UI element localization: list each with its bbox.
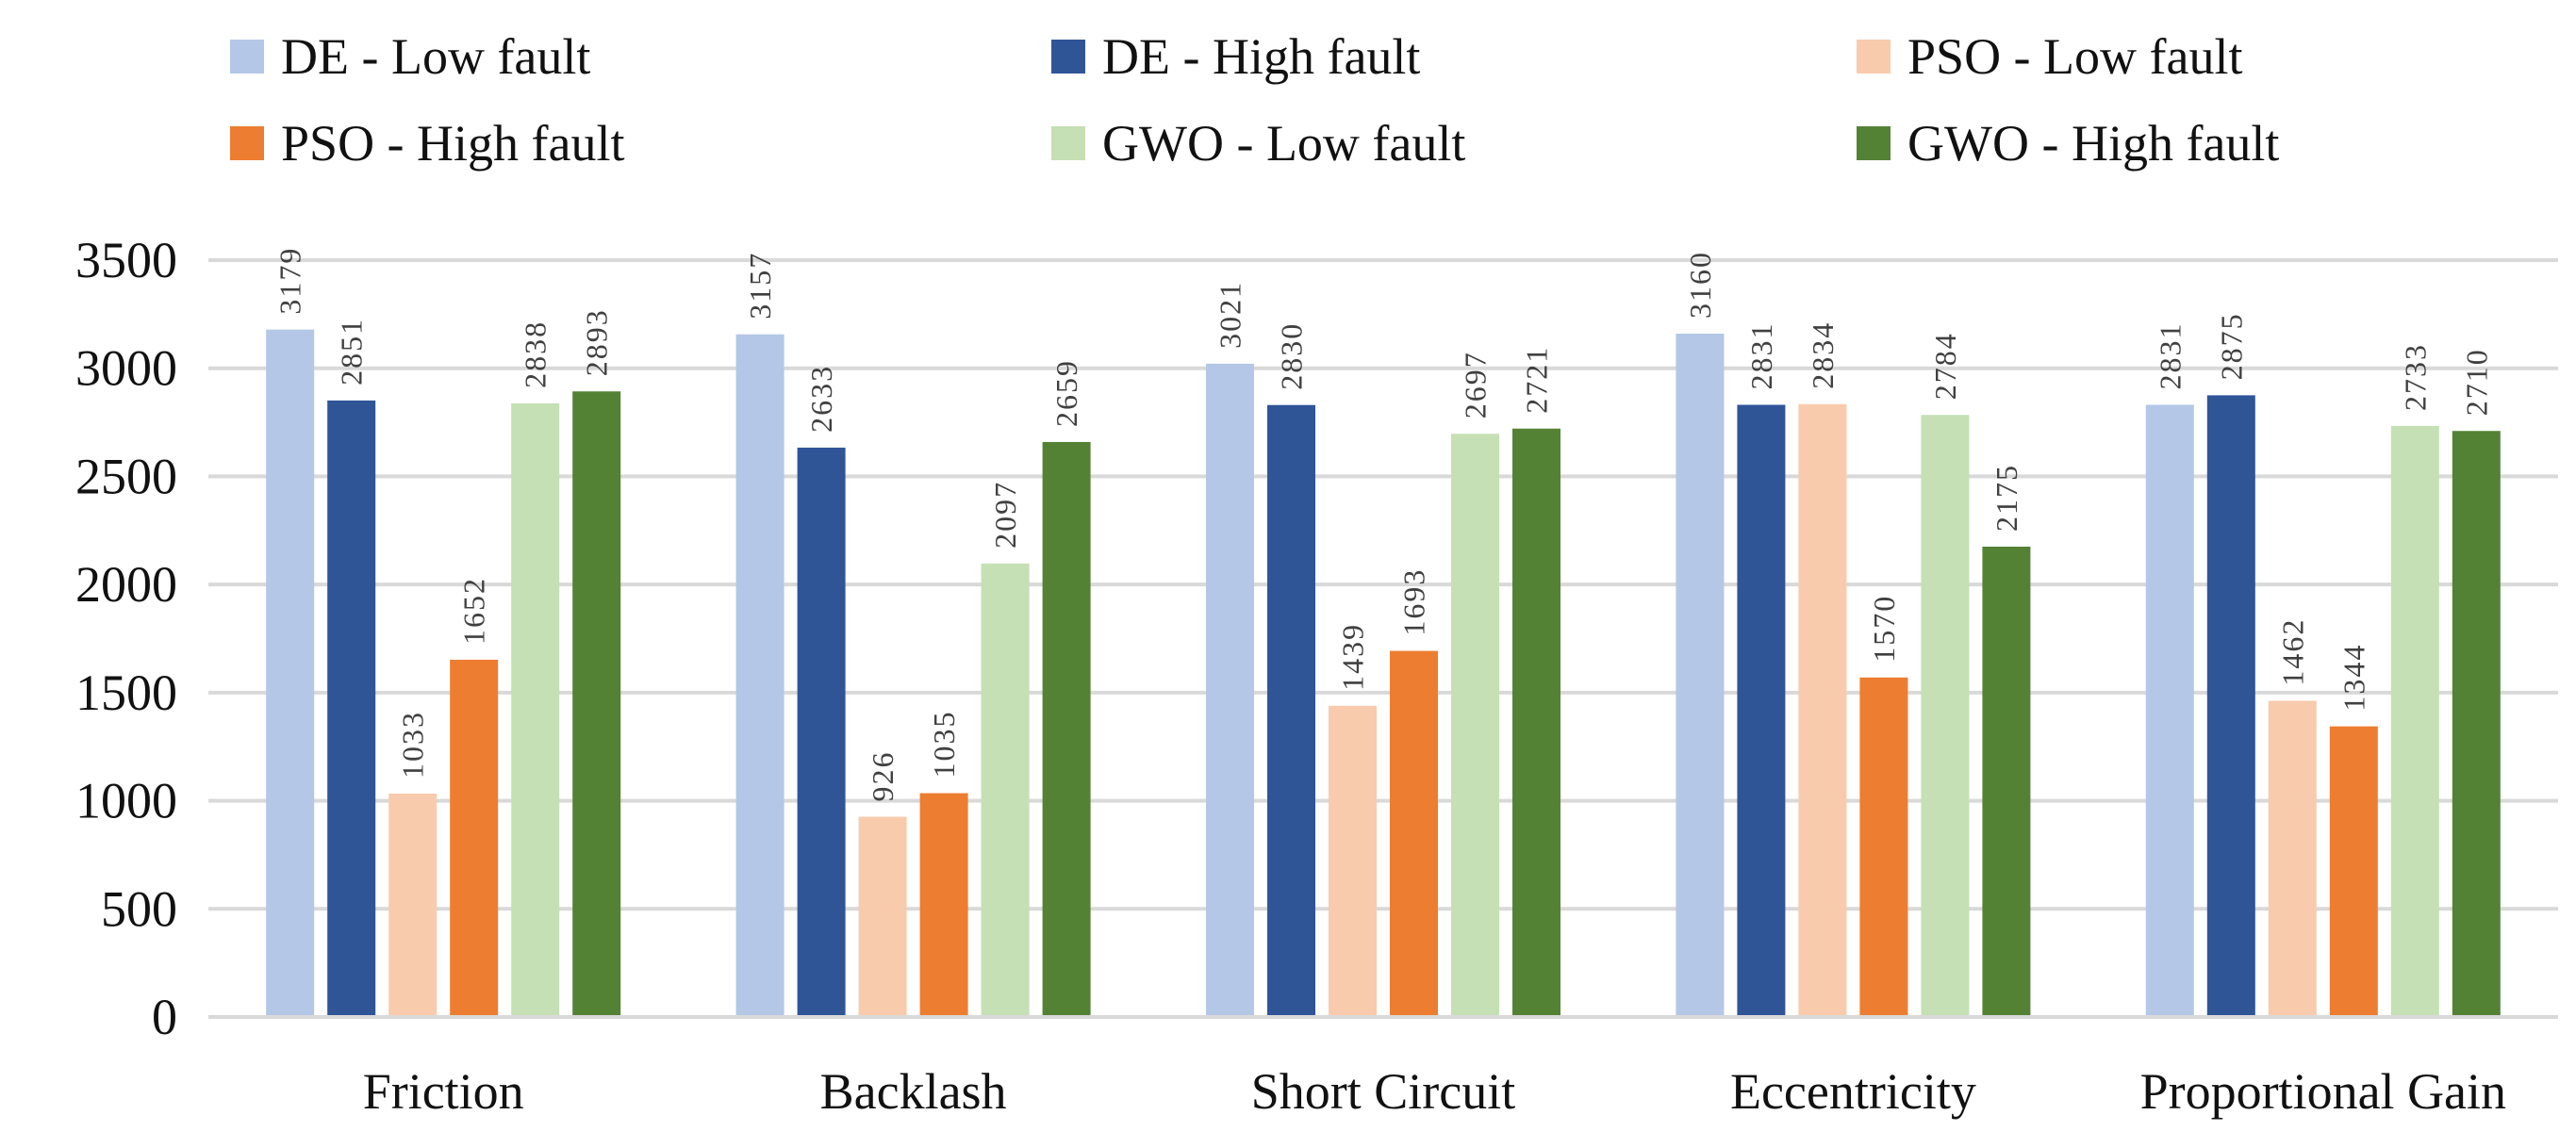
data-label: 1035 <box>927 711 961 779</box>
legend-swatch <box>1857 126 1891 160</box>
x-category-label: Eccentricity <box>1730 1063 1976 1120</box>
bar <box>1206 363 1254 1018</box>
bar <box>1042 441 1091 1017</box>
data-label: 3179 <box>273 247 307 315</box>
bar <box>1512 428 1560 1017</box>
bar <box>1859 677 1908 1017</box>
data-label: 2175 <box>1990 464 2023 532</box>
bar <box>2206 395 2255 1018</box>
data-label: 2830 <box>1275 322 1309 390</box>
data-label: 3021 <box>1214 281 1247 349</box>
data-label: 2633 <box>804 365 838 433</box>
data-label: 2893 <box>580 308 614 376</box>
data-label: 2831 <box>1744 321 1778 389</box>
legend-item: GWO - High fault <box>1857 114 2279 172</box>
legend-swatch <box>1051 126 1085 160</box>
data-label: 3160 <box>1683 251 1717 319</box>
legend-swatch <box>230 126 264 160</box>
bar <box>1921 415 1970 1017</box>
bar <box>266 329 315 1017</box>
legend-item: DE - High fault <box>1051 27 1420 86</box>
data-label: 1439 <box>1336 623 1370 691</box>
bar <box>797 447 846 1018</box>
bar <box>2329 726 2378 1017</box>
data-label: 2697 <box>1459 351 1493 418</box>
legend-item: GWO - Low fault <box>1051 114 1465 172</box>
data-label: 2721 <box>1520 346 1554 414</box>
y-tick-label: 2500 <box>75 448 177 504</box>
bar <box>511 402 560 1017</box>
data-label: 1344 <box>2337 644 2370 712</box>
data-label: 2097 <box>988 481 1022 549</box>
bar <box>450 659 499 1017</box>
y-tick-label: 3500 <box>75 232 177 288</box>
bar <box>388 794 438 1017</box>
data-label: 2733 <box>2398 343 2432 411</box>
y-tick-label: 0 <box>152 989 177 1045</box>
bar <box>1390 650 1438 1017</box>
legend-label: DE - Low fault <box>281 28 591 85</box>
data-label: 2659 <box>1049 359 1083 427</box>
data-label: 2834 <box>1806 321 1840 389</box>
bar <box>2452 431 2501 1018</box>
bar <box>1267 404 1315 1017</box>
bar <box>1798 403 1847 1017</box>
legend-label: PSO - High fault <box>281 115 625 172</box>
data-label: 1570 <box>1867 595 1901 663</box>
bar <box>1737 404 1786 1018</box>
bar <box>2268 700 2317 1017</box>
bar <box>919 793 968 1017</box>
legend-item: PSO - High fault <box>230 114 625 172</box>
data-label: 926 <box>866 751 900 802</box>
data-label: 3157 <box>743 252 777 320</box>
data-label: 1462 <box>2275 618 2309 686</box>
legend-swatch <box>1051 40 1085 74</box>
bar <box>1451 434 1499 1017</box>
x-category-label: Short Circuit <box>1251 1063 1516 1120</box>
bar <box>1676 334 1725 1017</box>
bar <box>572 391 621 1017</box>
y-tick-label: 500 <box>101 880 177 937</box>
bar <box>858 816 907 1017</box>
x-category-label: Backlash <box>820 1063 1007 1120</box>
data-label: 2838 <box>519 320 553 388</box>
bar <box>735 334 784 1018</box>
bar <box>2390 425 2439 1018</box>
data-label: 2784 <box>1928 332 1962 400</box>
bar <box>981 563 1030 1017</box>
data-label: 1652 <box>457 577 491 645</box>
legend-item: DE - Low fault <box>230 27 590 86</box>
x-category-label: Proportional Gain <box>2140 1063 2506 1120</box>
data-label: 2710 <box>2459 348 2493 416</box>
x-category-label: Friction <box>363 1063 524 1120</box>
y-tick-label: 3000 <box>75 340 177 397</box>
bar <box>327 400 376 1017</box>
bar <box>2145 404 2194 1018</box>
y-tick-label: 2000 <box>75 556 177 613</box>
legend-label: GWO - Low fault <box>1102 115 1466 172</box>
y-tick-label: 1000 <box>75 773 177 829</box>
bar <box>1329 705 1377 1017</box>
legend-label: DE - High fault <box>1102 28 1421 85</box>
bar <box>1982 546 2031 1017</box>
data-label: 1033 <box>396 711 430 779</box>
legend-label: PSO - Low fault <box>1907 28 2243 85</box>
data-label: 1693 <box>1397 568 1431 636</box>
legend-item: PSO - Low fault <box>1857 27 2242 86</box>
data-label: 2831 <box>2153 321 2187 389</box>
data-label: 2875 <box>2214 312 2248 380</box>
legend-swatch <box>230 40 264 74</box>
legend-label: GWO - High fault <box>1907 115 2280 172</box>
chart-legend: DE - Low fault DE - High fault PSO - Low f… <box>0 0 2576 189</box>
data-label: 2851 <box>335 318 369 385</box>
y-tick-label: 1500 <box>75 664 177 721</box>
legend-swatch <box>1857 40 1891 74</box>
